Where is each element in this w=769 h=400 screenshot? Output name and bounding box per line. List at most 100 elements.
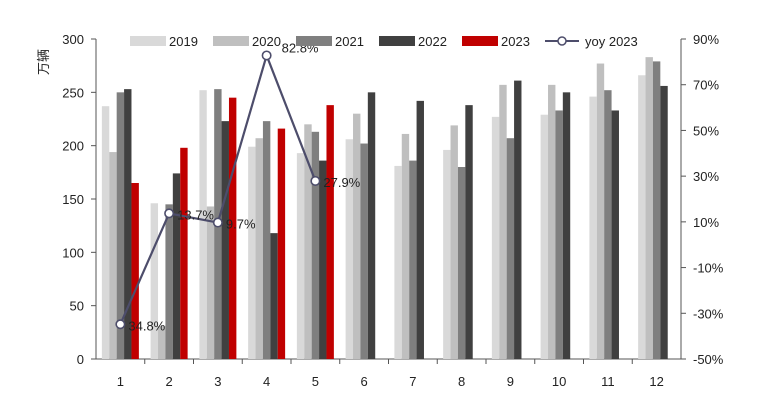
bar-2019-7 (394, 165, 402, 359)
x-tick-label: 4 (263, 374, 270, 389)
y-axis-label: 万辆 (37, 49, 52, 75)
bar-2022-11 (611, 110, 619, 359)
bar-2023-3 (228, 97, 237, 360)
x-tick-label: 1 (117, 374, 124, 389)
legend: 2019 2020 2021 2022 2023 yoy 2023 (130, 34, 638, 49)
legend-swatch-yoy-marker (557, 36, 567, 46)
x-tick-label: 9 (507, 374, 514, 389)
bar-2020-6 (353, 113, 361, 360)
bar-2020-7 (401, 133, 410, 359)
y2-tick-label: 30% (693, 169, 719, 184)
bar-2019-3 (199, 90, 207, 359)
legend-label-2020: 2020 (252, 34, 281, 49)
bar-2022-3 (221, 121, 229, 359)
bars (101, 57, 668, 360)
axes: 0 50 100 150 200 250 300 -50% -30% -10% 10% 30% 50% 7… (62, 32, 723, 389)
bar-2020-10 (548, 84, 556, 359)
bar-2019-4 (248, 146, 256, 359)
bar-2021-1 (116, 92, 125, 359)
bar-2020-12 (645, 57, 653, 360)
x-tick-label: 8 (458, 374, 465, 389)
bar-2020-5 (304, 124, 312, 359)
bar-2021-5 (311, 131, 320, 359)
yoy-point-5 (310, 175, 321, 186)
yoy-data-label: 13.7% (177, 207, 214, 222)
bar-2022-4 (270, 233, 278, 359)
x-tick-label: 5 (312, 374, 319, 389)
bar-2020-11 (596, 63, 605, 360)
y-tick-label: 0 (77, 352, 84, 367)
y-tick-label: 250 (62, 85, 84, 100)
x-tick-label: 3 (214, 374, 221, 389)
x-tick-label: 2 (166, 374, 173, 389)
bar-2021-8 (457, 167, 466, 359)
bar-2019-1 (101, 106, 110, 359)
legend-swatch-2020 (213, 36, 249, 46)
bar-2023-1 (131, 183, 139, 359)
x-tick-label: 11 (601, 374, 615, 389)
y-tick-label: 100 (62, 245, 84, 260)
y2-tick-label: -10% (693, 261, 724, 276)
bar-2022-1 (124, 89, 132, 359)
bar-2019-6 (345, 139, 354, 359)
yoy-point-3 (212, 217, 223, 228)
bar-2020-4 (255, 138, 263, 359)
bar-2022-2 (172, 173, 181, 359)
y-tick-label: 150 (62, 192, 84, 207)
bar-2019-12 (638, 75, 646, 360)
legend-label-2022: 2022 (418, 34, 447, 49)
bar-2023-2 (180, 147, 188, 359)
bar-2020-1 (109, 152, 117, 359)
legend-swatch-2023 (462, 36, 498, 46)
bar-2020-3 (206, 206, 215, 359)
bar-2021-11 (604, 90, 612, 359)
bar-2021-4 (262, 121, 271, 359)
y2-tick-label: 70% (693, 78, 719, 93)
legend-label-2023: 2023 (501, 34, 530, 49)
bar-2022-7 (416, 100, 424, 359)
legend-swatch-2022 (379, 36, 415, 46)
bar-2019-5 (296, 153, 305, 359)
bar-2021-12 (652, 61, 661, 360)
y2-tick-label: 90% (693, 32, 719, 47)
yoy-data-label: 34.8% (128, 318, 165, 333)
yoy-data-label: 27.9% (323, 175, 360, 190)
legend-label-yoy: yoy 2023 (585, 34, 638, 49)
yoy-line (115, 50, 321, 330)
bar-2019-9 (491, 116, 500, 359)
yoy-point-2 (164, 208, 175, 219)
bar-2019-2 (150, 203, 159, 359)
bar-2022-6 (367, 92, 376, 359)
yoy-point-1 (115, 319, 126, 330)
x-tick-label: 7 (409, 374, 416, 389)
bar-2019-8 (443, 149, 451, 359)
y2-tick-label: -30% (693, 306, 724, 321)
bar-2020-2 (158, 325, 166, 359)
bar-2022-8 (465, 105, 473, 359)
legend-label-2019: 2019 (169, 34, 198, 49)
bar-2022-9 (514, 80, 522, 359)
y2-tick-label: 50% (693, 123, 719, 138)
yoy-data-label: 9.7% (226, 217, 256, 232)
bar-2023-4 (277, 128, 286, 359)
bar-2023-5 (326, 105, 334, 359)
x-tick-label: 12 (649, 374, 663, 389)
legend-label-2021: 2021 (335, 34, 364, 49)
y-tick-label: 200 (62, 139, 84, 154)
y2-tick-label: -50% (693, 352, 724, 367)
bar-2019-10 (540, 114, 549, 359)
y2-tick-label: 10% (693, 215, 719, 230)
x-tick-label: 10 (552, 374, 566, 389)
bar-2021-6 (360, 143, 368, 359)
bar-2021-10 (555, 110, 563, 359)
bar-2020-9 (499, 84, 507, 359)
legend-swatch-2021 (296, 36, 332, 46)
bar-2019-11 (589, 96, 597, 359)
bar-2021-9 (506, 138, 515, 359)
y-tick-label: 300 (62, 32, 84, 47)
bar-2021-2 (165, 204, 173, 359)
y-tick-label: 50 (70, 299, 84, 314)
bar-2022-5 (319, 160, 327, 359)
